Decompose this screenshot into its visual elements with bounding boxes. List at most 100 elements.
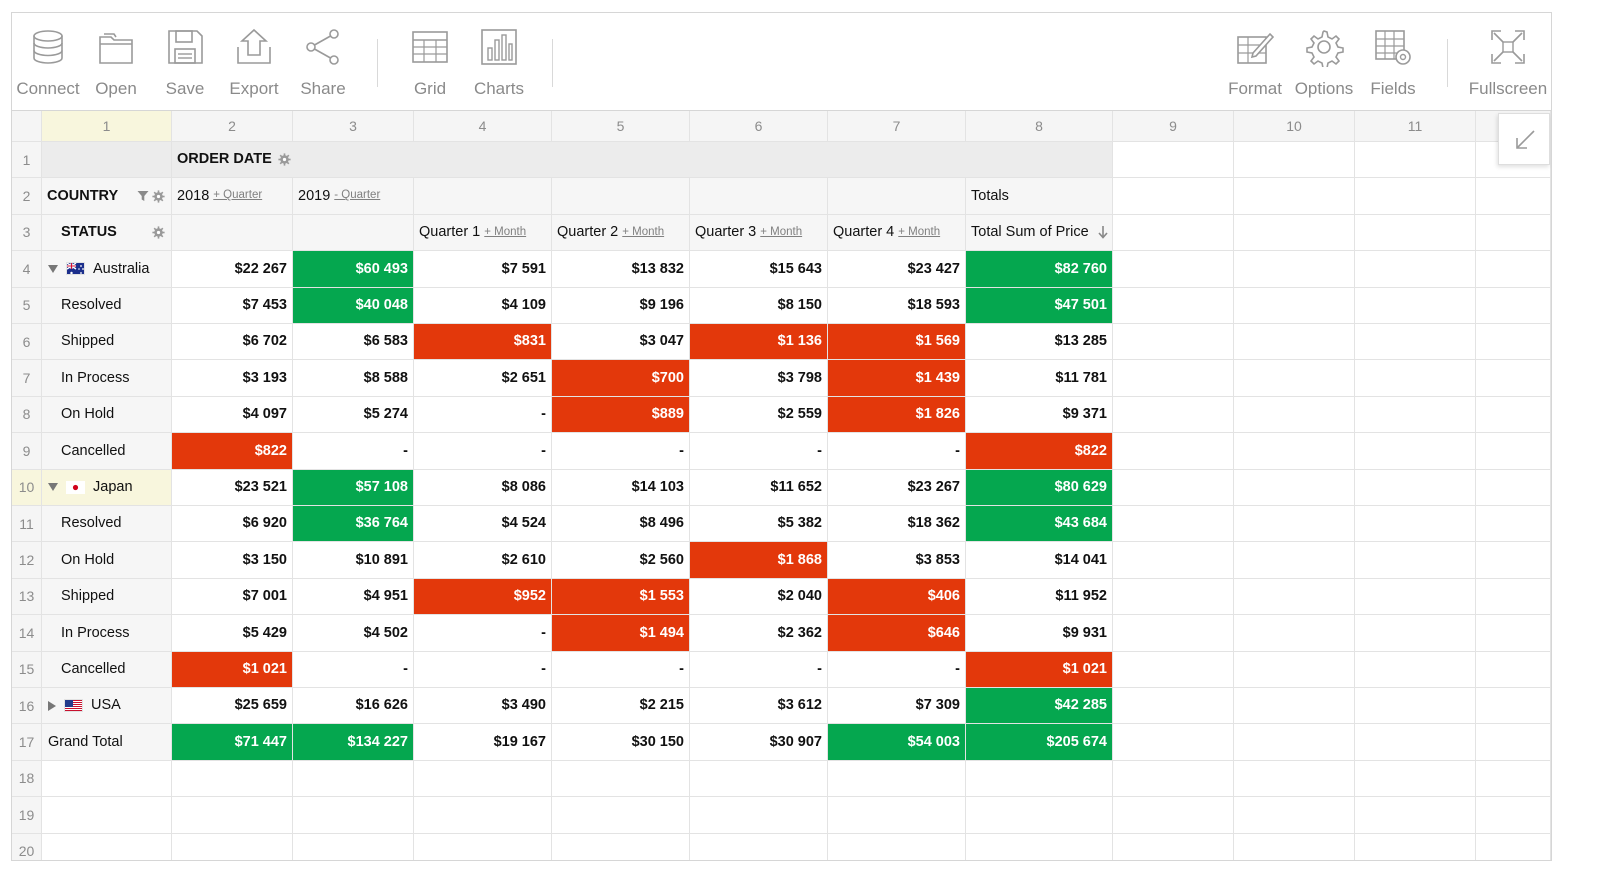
order-date-gear-icon[interactable] [278,153,291,166]
row-header[interactable]: 8 [12,396,42,434]
quarter-4-header[interactable]: Quarter 4 + Month [828,214,966,252]
value-cell[interactable]: $406 [828,578,966,616]
row-header[interactable]: 4 [12,251,42,288]
country-header[interactable]: COUNTRY [42,178,172,215]
empty-cell[interactable] [1476,396,1551,434]
empty-cell[interactable] [1476,178,1551,215]
empty-cell[interactable] [1355,324,1476,361]
empty-cell[interactable] [293,833,414,860]
empty-cell[interactable] [1476,651,1551,688]
quarter-3-header[interactable]: Quarter 3 + Month [690,214,828,252]
empty-cell[interactable] [42,760,172,798]
value-cell[interactable]: $13 285 [966,324,1113,361]
row-header[interactable]: 18 [12,760,42,798]
value-cell[interactable]: $134 227 [293,724,414,761]
empty-cell[interactable] [1234,396,1355,434]
row-header[interactable]: 7 [12,360,42,397]
value-cell[interactable]: $7 453 [172,287,293,324]
empty-cell[interactable] [1234,214,1355,252]
value-cell[interactable]: $14 041 [966,542,1113,579]
value-cell[interactable]: $23 427 [828,251,966,288]
value-cell[interactable]: $5 429 [172,615,293,652]
value-cell[interactable]: - [414,615,552,652]
value-cell[interactable]: $1 868 [690,542,828,579]
value-cell[interactable]: $831 [414,324,552,361]
empty-cell[interactable] [1355,578,1476,616]
empty-cell[interactable] [1113,506,1234,543]
value-cell[interactable]: $889 [552,396,690,434]
value-cell[interactable]: $952 [414,578,552,616]
empty-cell[interactable] [1234,469,1355,506]
row-header[interactable]: 14 [12,615,42,652]
value-cell[interactable]: $3 193 [172,360,293,397]
value-cell[interactable]: - [414,433,552,470]
row-header[interactable]: 17 [12,724,42,761]
empty-cell[interactable] [1234,287,1355,324]
country-filter-icon[interactable] [137,190,149,202]
row-header[interactable]: 12 [12,542,42,579]
empty-cell[interactable] [1355,724,1476,761]
value-cell[interactable]: $1 494 [552,615,690,652]
value-cell[interactable]: $2 651 [414,360,552,397]
value-cell[interactable]: $30 150 [552,724,690,761]
empty-cell[interactable] [1234,578,1355,616]
value-cell[interactable]: $6 583 [293,324,414,361]
empty-cell[interactable] [414,760,552,798]
empty-cell[interactable] [1355,651,1476,688]
value-cell[interactable]: $22 267 [172,251,293,288]
status-gear-icon[interactable] [152,226,165,239]
row-header[interactable]: 3 [12,214,42,252]
empty-cell[interactable] [1113,651,1234,688]
empty-cell[interactable] [1355,760,1476,798]
value-cell[interactable]: - [828,651,966,688]
empty-cell[interactable] [1113,615,1234,652]
empty-cell[interactable] [1355,506,1476,543]
value-cell[interactable]: $60 493 [293,251,414,288]
value-cell[interactable]: $9 931 [966,615,1113,652]
charts-button[interactable]: Charts [459,13,539,111]
empty-cell[interactable] [1113,469,1234,506]
value-cell[interactable]: - [414,396,552,434]
empty-cell[interactable] [966,797,1113,834]
empty-cell[interactable] [414,833,552,860]
expand-month-text[interactable]: + Month [760,225,803,238]
empty-cell[interactable] [1234,615,1355,652]
empty-cell[interactable] [1113,360,1234,397]
empty-cell[interactable] [1476,578,1551,616]
empty-cell[interactable] [1113,287,1234,324]
value-cell[interactable]: $5 274 [293,396,414,434]
empty-cell[interactable] [1476,506,1551,543]
empty-cell[interactable] [1234,251,1355,288]
value-cell[interactable]: $3 798 [690,360,828,397]
empty-cell[interactable] [1234,833,1355,860]
empty-cell[interactable] [1234,724,1355,761]
expand-quarter-text[interactable]: + Quarter [213,189,263,202]
empty-cell[interactable] [1355,396,1476,434]
empty-cell[interactable] [1476,214,1551,252]
grid-button[interactable]: Grid [390,13,470,111]
empty-cell[interactable] [1476,324,1551,361]
empty-cell[interactable] [1113,433,1234,470]
empty-cell[interactable] [828,760,966,798]
value-cell[interactable]: $18 593 [828,287,966,324]
value-cell[interactable]: $7 001 [172,578,293,616]
column-header[interactable]: 6 [690,111,828,142]
empty-cell[interactable] [172,833,293,860]
value-cell[interactable]: $6 702 [172,324,293,361]
empty-cell[interactable] [552,833,690,860]
value-cell[interactable]: $3 490 [414,688,552,725]
value-cell[interactable]: $15 643 [690,251,828,288]
value-cell[interactable]: $16 626 [293,688,414,725]
value-cell[interactable]: - [690,433,828,470]
row-header[interactable]: 5 [12,287,42,324]
save-button[interactable]: Save [145,13,225,111]
value-cell[interactable]: - [690,651,828,688]
value-cell[interactable]: $4 109 [414,287,552,324]
value-cell[interactable]: - [828,433,966,470]
empty-cell[interactable] [293,797,414,834]
column-header[interactable]: 11 [1355,111,1476,142]
expand-triangle-icon[interactable] [48,700,56,711]
value-cell[interactable]: $11 652 [690,469,828,506]
column-header[interactable]: 1 [42,111,172,142]
value-cell[interactable]: $25 659 [172,688,293,725]
